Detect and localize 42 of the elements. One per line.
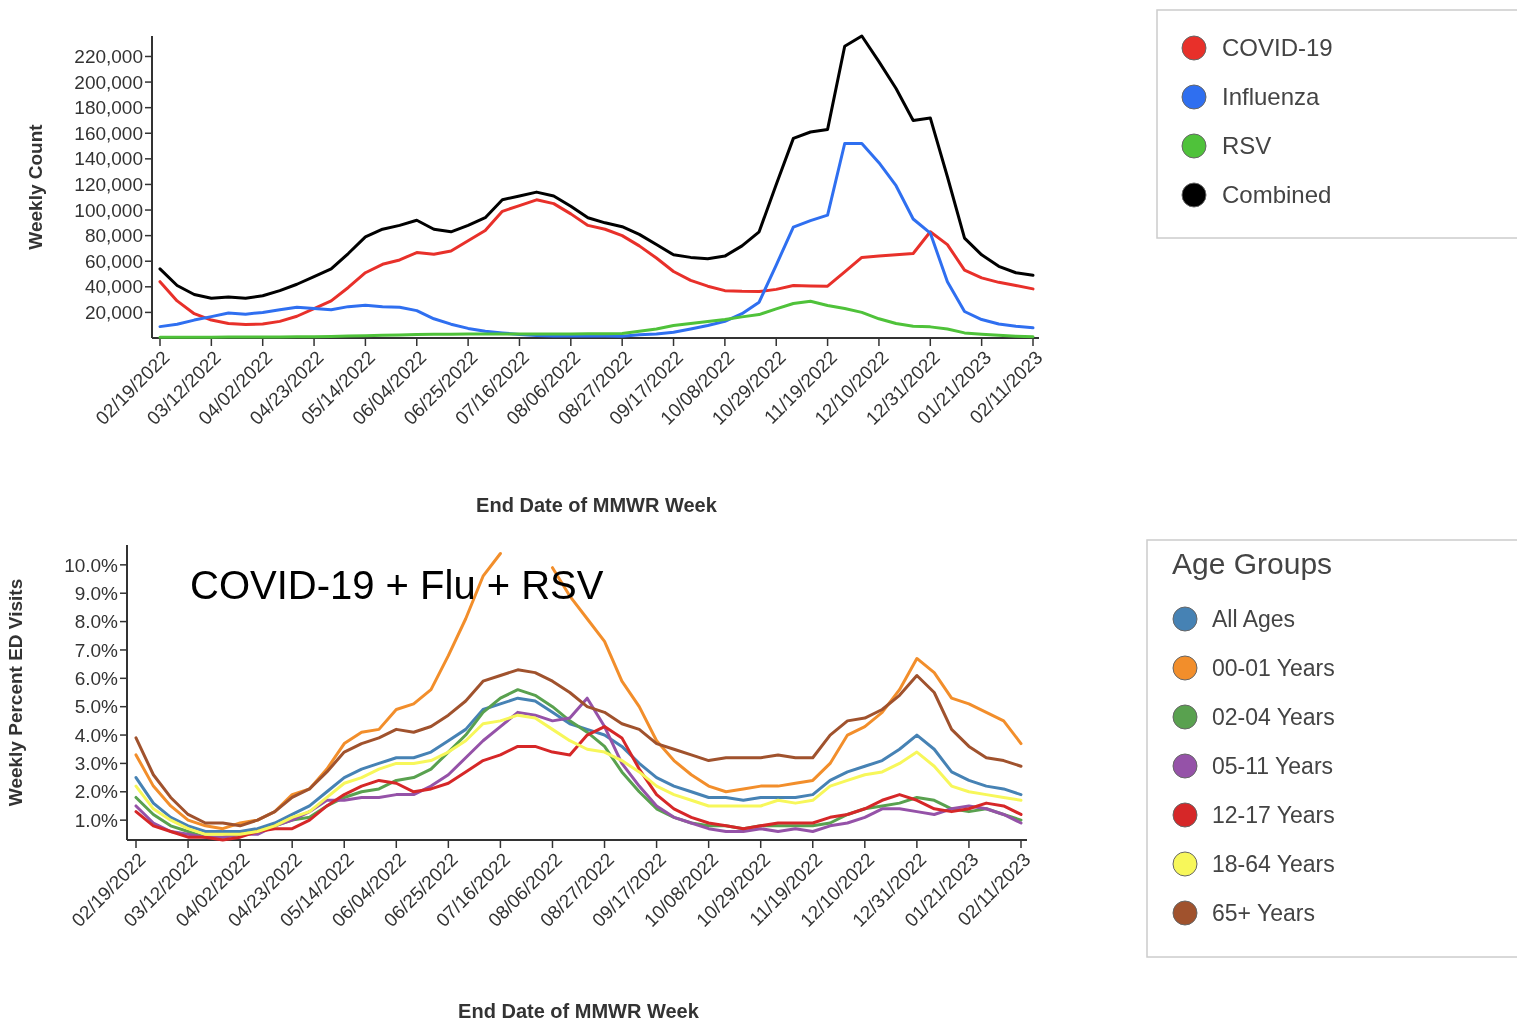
legend-title: Age Groups bbox=[1172, 546, 1333, 580]
y-axis-title: Weekly Percent ED Visits bbox=[5, 578, 26, 807]
line-series bbox=[158, 299, 1035, 339]
line-series bbox=[158, 34, 1035, 300]
legend-label: All Ages bbox=[1212, 606, 1296, 633]
y-tick-label: 200,000 bbox=[74, 71, 143, 93]
y-tick-label: 10.0% bbox=[64, 554, 119, 576]
y-tick-label: 80,000 bbox=[84, 225, 143, 247]
y-axis-title: Weekly Count bbox=[25, 123, 46, 250]
x-axis-title: End Date of MMWR Week bbox=[458, 1000, 700, 1021]
legend-label: 12-17 Years bbox=[1212, 802, 1335, 829]
legend-label: RSV bbox=[1222, 132, 1272, 160]
y-tick-label: 9.0% bbox=[74, 582, 119, 604]
y-tick-label: 1.0% bbox=[74, 809, 119, 831]
y-tick-label: 100,000 bbox=[74, 199, 143, 221]
line-series bbox=[158, 198, 1035, 327]
y-tick-label: 140,000 bbox=[74, 148, 143, 170]
y-tick-label: 60,000 bbox=[84, 250, 143, 272]
legend-label: 18-64 Years bbox=[1212, 851, 1335, 878]
legend-label: 65+ Years bbox=[1212, 900, 1315, 927]
x-axis-title: End Date of MMWR Week bbox=[476, 494, 718, 516]
y-tick-label: 6.0% bbox=[74, 667, 119, 689]
y-tick-label: 120,000 bbox=[74, 174, 143, 196]
legend-label: 00-01 Years bbox=[1212, 655, 1335, 682]
y-tick-label: 2.0% bbox=[74, 781, 119, 803]
legend-label: Influenza bbox=[1222, 83, 1321, 111]
y-tick-label: 180,000 bbox=[74, 97, 143, 119]
y-tick-label: 4.0% bbox=[74, 724, 119, 746]
line-series bbox=[134, 668, 1023, 828]
y-tick-label: 160,000 bbox=[74, 122, 143, 144]
y-tick-label: 7.0% bbox=[74, 639, 119, 661]
y-tick-label: 3.0% bbox=[74, 753, 119, 775]
y-tick-label: 220,000 bbox=[74, 46, 143, 68]
y-tick-label: 5.0% bbox=[74, 696, 119, 718]
legend-label: 05-11 Years bbox=[1212, 753, 1334, 780]
legend-label: Combined bbox=[1222, 181, 1332, 209]
legend-label: COVID-19 bbox=[1222, 34, 1333, 62]
y-tick-label: 20,000 bbox=[84, 302, 143, 324]
y-tick-label: 8.0% bbox=[74, 611, 119, 633]
y-tick-label: 40,000 bbox=[84, 276, 143, 298]
line-series bbox=[158, 141, 1035, 338]
legend-label: 02-04 Years bbox=[1212, 704, 1335, 731]
